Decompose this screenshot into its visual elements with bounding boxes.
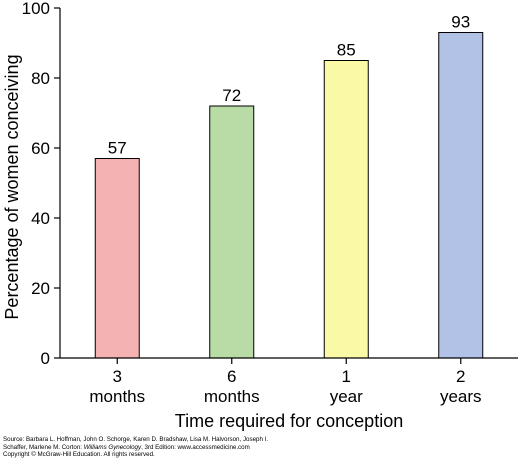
x-tick-label: 1 bbox=[342, 367, 351, 386]
bars bbox=[94, 32, 484, 359]
source-book-title: Williams Gynecology bbox=[83, 443, 142, 451]
source-line-2-prefix: Schaffer, Marlene M. Corton: bbox=[3, 443, 84, 451]
y-tick-label: 60 bbox=[31, 139, 50, 158]
x-tick-label: years bbox=[440, 387, 482, 406]
x-tick-label: 6 bbox=[227, 367, 236, 386]
bar bbox=[94, 158, 140, 359]
bar bbox=[209, 105, 255, 359]
source-line-2-suffix: , 3rd Edition: www.accessmedicine.com bbox=[141, 443, 250, 451]
x-tick-label: year bbox=[330, 387, 363, 406]
y-tick-label: 80 bbox=[31, 69, 50, 88]
y-tick-label: 100 bbox=[22, 0, 50, 18]
y-tick-label: 20 bbox=[31, 279, 50, 298]
data-label: 85 bbox=[337, 41, 356, 60]
copyright-line: Copyright © McGraw-Hill Education. All r… bbox=[3, 451, 155, 459]
bar bbox=[323, 60, 369, 359]
source-citation: Source: Barbara L. Hoffman, John O. Scho… bbox=[3, 436, 518, 459]
x-tick-label: 2 bbox=[456, 367, 465, 386]
x-tick-label: months bbox=[204, 387, 260, 406]
x-tick-label: 3 bbox=[113, 367, 122, 386]
bar bbox=[438, 32, 484, 359]
data-label: 57 bbox=[108, 139, 127, 158]
y-tick-label: 40 bbox=[31, 209, 50, 228]
data-labels: 57 72 85 93 bbox=[108, 13, 470, 158]
data-label: 72 bbox=[222, 86, 241, 105]
data-label: 93 bbox=[451, 13, 470, 32]
x-tick-label: months bbox=[89, 387, 145, 406]
source-line-1: Source: Barbara L. Hoffman, John O. Scho… bbox=[3, 436, 269, 443]
y-axis-title: Percentage of women conceiving bbox=[2, 54, 22, 319]
x-axis-title: Time required for conception bbox=[175, 411, 403, 431]
source-line-2: Schaffer, Marlene M. Corton: Williams Gy… bbox=[3, 444, 518, 452]
y-tick-label: 0 bbox=[41, 349, 50, 368]
y-axis-ticks: 0 20 40 60 80 100 bbox=[22, 0, 60, 368]
